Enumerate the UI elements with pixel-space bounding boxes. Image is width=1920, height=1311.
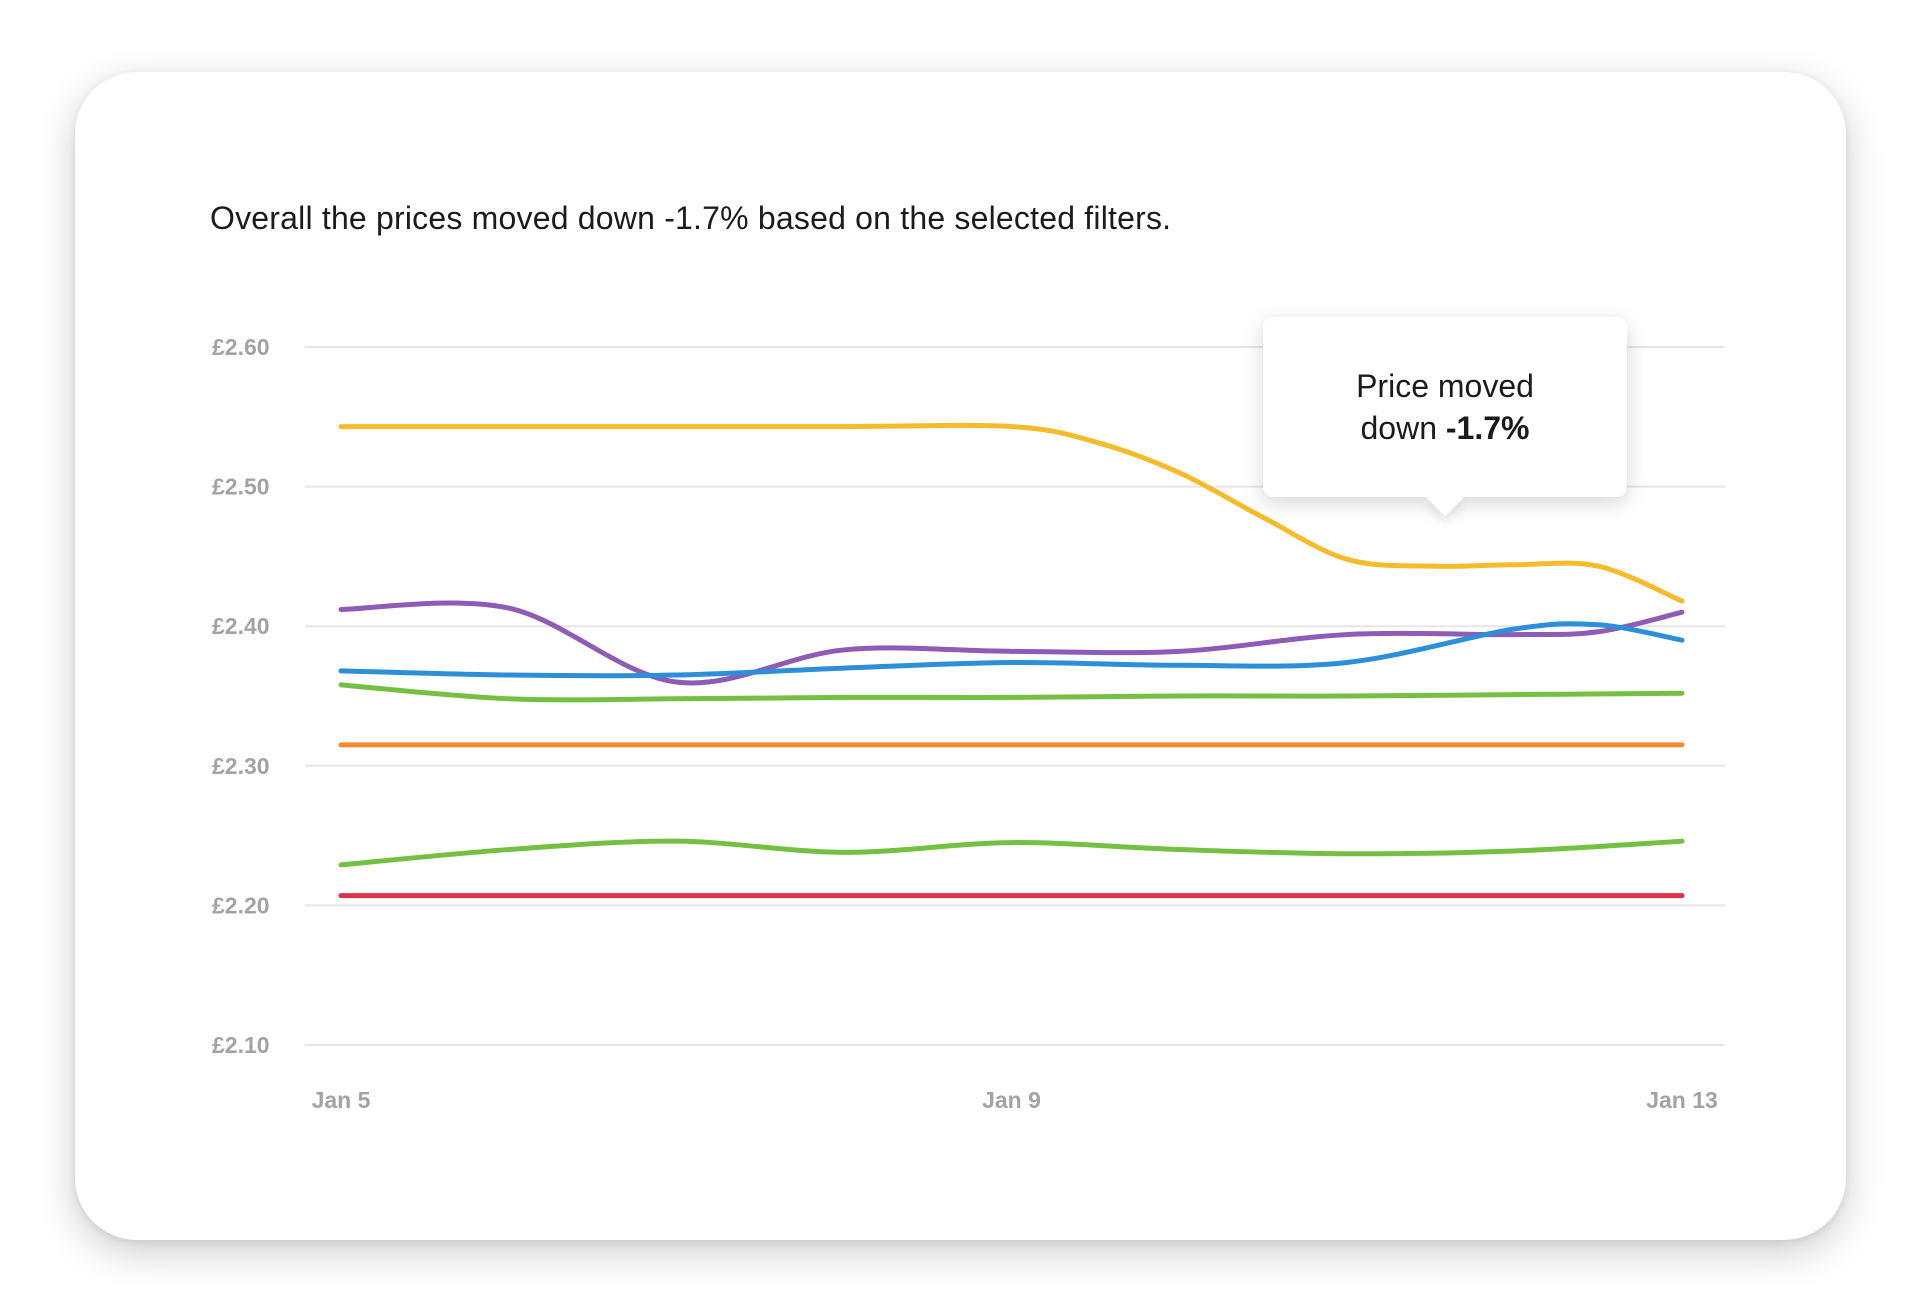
series-line-2 [338, 600, 1685, 686]
y-tick-label: £2.50 [212, 474, 270, 500]
tooltip-line2-prefix: down [1360, 410, 1446, 446]
y-tick-label: £2.40 [212, 613, 270, 639]
y-tick-label: £2.10 [212, 1032, 270, 1058]
y-tick-label: £2.30 [212, 753, 270, 779]
tooltip-line2: down -1.7% [1361, 407, 1530, 449]
summary-text: Overall the prices moved down -1.7% base… [210, 200, 1172, 236]
x-tick-label: Jan 5 [312, 1087, 371, 1113]
series-line-4 [338, 682, 1685, 703]
price-tooltip: Price moved down -1.7% [1263, 317, 1627, 517]
y-tick-label: £2.60 [212, 334, 270, 360]
grid-lines [305, 346, 1725, 1046]
series-line-1 [338, 422, 1685, 604]
series-line-6 [338, 838, 1685, 868]
x-tick-label: Jan 13 [1646, 1087, 1718, 1113]
y-axis-ticks: £2.60 £2.50 £2.40 £2.30 £2.20 £2.10 [212, 334, 270, 1058]
series-lines [338, 422, 1685, 899]
series-line-3 [338, 621, 1685, 679]
tooltip-percent: -1.7% [1445, 410, 1530, 446]
x-axis-ticks: Jan 5 Jan 9 Jan 13 [312, 1087, 1718, 1113]
x-tick-label: Jan 9 [982, 1087, 1041, 1113]
y-tick-label: £2.20 [212, 892, 270, 918]
tooltip-line1: Price moved [1356, 368, 1534, 404]
